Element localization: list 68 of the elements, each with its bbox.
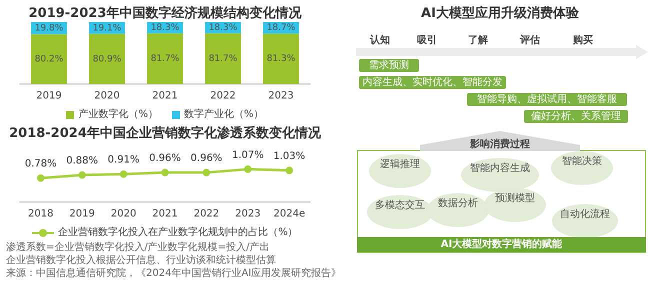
tag-box: 需求预测 [359, 59, 419, 72]
tag-box: 智能导购、虚拟试用、智能客服 [467, 93, 627, 106]
point [202, 168, 210, 176]
data-label: 80.9% [92, 54, 122, 64]
data-label: 19.8% [34, 23, 64, 34]
x-tick-label: 2018 [28, 208, 54, 220]
chart-title: 2019-2023年中国数字经济规模结构变化情况 [28, 4, 302, 22]
data-label: 18.3% [150, 23, 180, 34]
x-tick-label: 2023 [235, 208, 261, 220]
bar [31, 34, 67, 84]
text: 吸引 [416, 34, 438, 47]
bar [89, 34, 125, 84]
x-tick-label: 2019 [36, 90, 62, 102]
data-label: 0.96% [190, 153, 222, 164]
text: 影响消费过程 [469, 138, 531, 151]
data-label: 0.91% [108, 154, 140, 166]
text: AI大模型应用升级消费体验 [420, 4, 580, 22]
data-label: 19.1% [92, 23, 122, 34]
text: 自动化流程 [560, 208, 610, 221]
text: 智能内容生成 [469, 162, 531, 175]
x-tick-label: 2023 [268, 90, 294, 102]
text: 逻辑推理 [379, 158, 421, 171]
data-label: 0.88% [66, 156, 98, 167]
data-label: 81.7% [208, 54, 238, 64]
legend-label: 数字产业化（%） [184, 109, 264, 121]
tag-box: 内容生成、实时优化、智能分发 [359, 76, 506, 89]
data-label: 81.3% [266, 54, 296, 64]
bar [205, 33, 241, 84]
data-label: 18.7% [266, 23, 296, 34]
text: 认知 [368, 34, 391, 47]
data-label: 0.78% [24, 158, 57, 170]
bar [147, 33, 183, 84]
point [36, 174, 44, 182]
source-note: 来源：中国信息通信研究院，《2024年中国营销行业AI应用发展研究报告》 [6, 267, 342, 280]
text: 购买 [572, 34, 594, 47]
x-tick-label: 2024e [273, 208, 306, 220]
text: 渗透系数=企业营销数字化投入/产业数字化规模=投入/产出 [6, 242, 270, 253]
text: 数据分析 [437, 197, 479, 210]
x-tick-label: 2019 [69, 208, 95, 220]
x-tick-label: 2022 [194, 208, 220, 220]
chart-title: 2018-2024年中国企业营销数字化渗透系数变化情况 [8, 124, 322, 142]
data-label: 80.2% [34, 54, 64, 64]
text: 预测模型 [494, 192, 536, 205]
text: 企业营销数字化投入根据公开信息、行业访谈和统计模型估算 [6, 254, 277, 267]
legend-label: 企业营销数字化投入在产业数字化规划中的占比（%） [58, 227, 298, 239]
point [78, 171, 86, 179]
text: 了解 [467, 34, 489, 47]
data-label: 1.07% [232, 150, 264, 161]
data-label: 18.3% [208, 23, 238, 34]
x-tick-label: 2021 [152, 208, 178, 220]
point [286, 166, 294, 174]
data-label: 81.7% [150, 54, 180, 64]
data-label: 1.03% [273, 151, 306, 162]
x-tick-label: 2020 [110, 208, 136, 220]
x-tick-label: 2020 [94, 90, 120, 102]
point [244, 165, 252, 173]
data-label: 0.96% [149, 153, 181, 164]
point [161, 168, 169, 176]
tag-box: 偏好分析、关系管理 [524, 110, 628, 123]
point [120, 170, 128, 178]
legend-label: 产业数字化（%） [78, 109, 158, 121]
text: 评估 [518, 34, 541, 47]
bar [263, 34, 299, 84]
x-tick-label: 2021 [152, 90, 178, 102]
x-tick-label: 2022 [210, 90, 236, 102]
text: 智能决策 [561, 155, 603, 168]
banner-box: AI大模型对数字营销的赋能 [357, 237, 646, 252]
text: 多模态交互 [375, 199, 425, 212]
